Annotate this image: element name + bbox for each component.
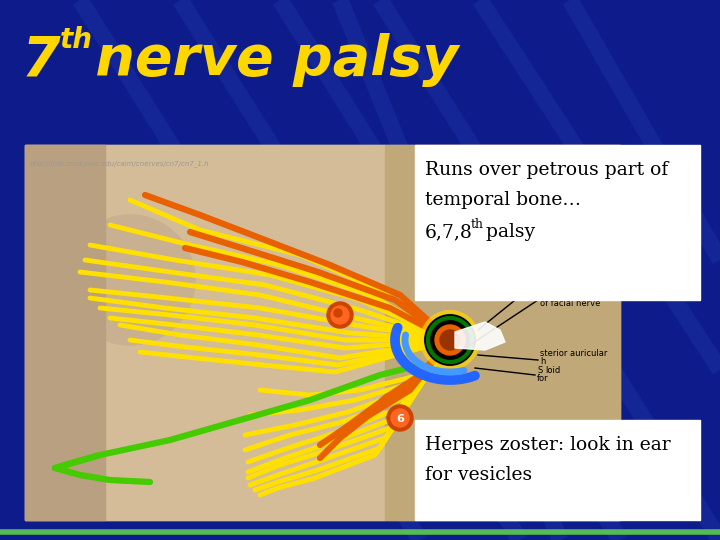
Text: Herpes zoster: look in ear: Herpes zoster: look in ear (425, 436, 670, 454)
Bar (25, 145, 620, 520)
Circle shape (435, 325, 465, 355)
Bar (415, 420, 700, 520)
Text: palsy: palsy (480, 223, 535, 241)
Bar (25, 145, 385, 520)
Text: 6: 6 (396, 414, 404, 424)
Text: nerve palsy: nerve palsy (76, 33, 459, 87)
Circle shape (391, 409, 409, 427)
Text: sterior auricular: sterior auricular (540, 349, 608, 358)
Bar (415, 145, 700, 300)
Text: http://info.med.yale.edu/caim/cnerves/cn7/cn7_1.h: http://info.med.yale.edu/caim/cnerves/cn… (30, 160, 210, 167)
Text: th: th (471, 218, 484, 231)
Text: 7: 7 (22, 33, 60, 87)
Circle shape (331, 306, 349, 324)
Text: th: th (60, 26, 93, 54)
Circle shape (440, 330, 460, 350)
Bar (25, 145, 105, 520)
Circle shape (327, 302, 353, 328)
Text: for: for (537, 374, 549, 383)
Circle shape (387, 405, 413, 431)
Text: h: h (540, 357, 545, 366)
Text: Runs over petrous part of: Runs over petrous part of (425, 161, 668, 179)
Text: meatus: meatus (543, 276, 575, 285)
Text: Internal acoustic: Internal acoustic (543, 268, 613, 277)
Text: Motor nucleus: Motor nucleus (540, 291, 600, 300)
Text: loid: loid (545, 366, 560, 375)
Text: of facial nerve: of facial nerve (540, 299, 600, 308)
Polygon shape (455, 322, 505, 350)
Text: temporal bone…: temporal bone… (425, 191, 581, 209)
Text: for vesicles: for vesicles (425, 466, 532, 484)
Bar (385, 145, 620, 520)
Text: 6,7,8: 6,7,8 (425, 223, 473, 241)
Text: S: S (537, 366, 542, 375)
Circle shape (334, 309, 342, 317)
Circle shape (65, 215, 195, 345)
